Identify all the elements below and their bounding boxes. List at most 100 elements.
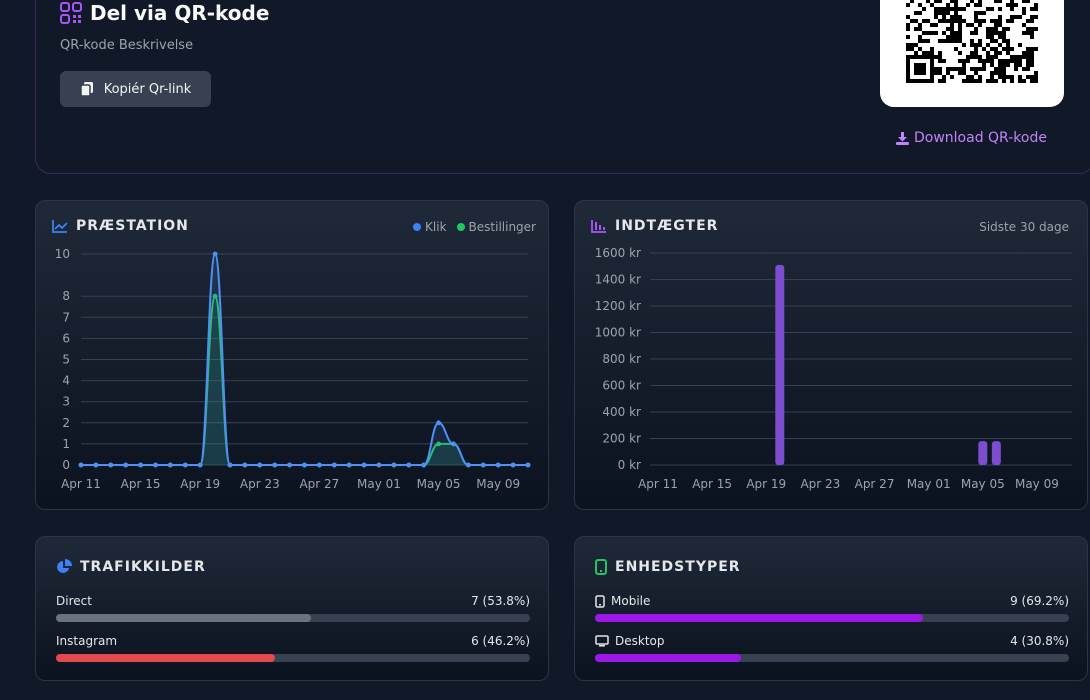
qr-module (1010, 15, 1014, 19)
traffic-sources-card: TRAFIKKILDER Direct 7 (53.8%) Instagram … (35, 536, 549, 681)
qr-module (1002, 75, 1006, 79)
qr-module (942, 31, 946, 35)
qr-module (982, 59, 986, 63)
data-point (346, 462, 352, 468)
qr-module (1010, 55, 1014, 59)
qr-module (962, 7, 966, 11)
qr-module (990, 79, 994, 83)
qr-module (978, 23, 982, 27)
device-header: ENHEDSTYPER (595, 559, 741, 575)
device-value: 4 (30.8%) (1010, 634, 1069, 648)
qr-module (990, 31, 994, 35)
y-tick-label: 10 (55, 247, 70, 261)
qr-module (994, 19, 998, 23)
qr-module (978, 67, 982, 71)
qr-share-card: Del via QR-kode QR-kode Beskrivelse Kopi… (35, 0, 1090, 174)
line-chart-icon (52, 220, 68, 233)
download-qr-link[interactable]: Download QR-kode (896, 130, 1047, 146)
qr-module (934, 67, 938, 71)
qr-module (914, 11, 918, 15)
qr-module (1018, 59, 1022, 63)
x-tick-label: May 09 (476, 477, 520, 491)
qr-module (906, 23, 910, 27)
qr-module (1002, 35, 1006, 39)
qr-module (998, 63, 1002, 67)
qr-module (1030, 27, 1034, 31)
y-tick-label: 1200 kr (595, 299, 641, 313)
traffic-value: 6 (46.2%) (471, 634, 530, 648)
qr-module (954, 3, 958, 7)
qr-module (938, 0, 942, 3)
revenue-period: Sidste 30 dage (979, 220, 1069, 234)
qr-module (910, 43, 914, 47)
data-point (123, 462, 129, 468)
qr-module (1022, 79, 1026, 83)
performance-title: PRÆSTATION (76, 218, 189, 234)
copy-qr-link-button[interactable]: Kopiér Qr-link (60, 71, 211, 107)
qr-module (1026, 19, 1030, 23)
qr-title: Del via QR-kode (90, 1, 270, 25)
traffic-bar-track (56, 654, 530, 662)
qr-module (934, 0, 938, 3)
data-point (376, 462, 382, 468)
qr-module (974, 19, 978, 23)
qr-module (994, 31, 998, 35)
data-point (182, 462, 188, 468)
qr-module (1026, 31, 1030, 35)
qr-module (990, 7, 994, 11)
qr-module (954, 35, 958, 39)
qr-module (906, 47, 910, 51)
qr-module (1014, 55, 1018, 59)
qr-module (974, 27, 978, 31)
qr-module (950, 39, 954, 43)
qr-module (1022, 0, 1026, 3)
qr-module (1014, 3, 1018, 7)
data-point (257, 462, 263, 468)
y-tick-label: 2 (62, 416, 70, 430)
copy-icon (79, 81, 93, 97)
qr-module (974, 51, 978, 55)
revenue-chart: 0 kr 200 kr 400 kr 600 kr 800 kr 1000 kr 1200 … (595, 246, 1072, 491)
performance-legend: Klik Bestillinger (413, 220, 536, 234)
device-label-wrap: Desktop (595, 634, 665, 648)
data-point (138, 462, 143, 468)
qr-module (958, 71, 962, 75)
legend-item-klik[interactable]: Klik (413, 220, 447, 234)
qr-module (946, 39, 950, 43)
qr-module (942, 75, 946, 79)
mobile-icon (595, 594, 605, 608)
qr-module (1026, 55, 1030, 59)
qr-module (1014, 59, 1018, 63)
qr-module (998, 67, 1002, 71)
qr-module (1006, 19, 1010, 23)
qr-module (938, 71, 942, 75)
download-qr-label: Download QR-kode (914, 130, 1047, 146)
data-point (93, 462, 99, 468)
qr-module (986, 27, 990, 31)
qr-module (946, 3, 950, 7)
qr-code-image (880, 0, 1064, 107)
qr-module (998, 7, 1002, 11)
qr-module (1030, 47, 1034, 51)
qr-module (970, 43, 974, 47)
qr-module (1018, 55, 1022, 59)
qr-module (1030, 31, 1034, 35)
qr-module (1026, 0, 1030, 3)
qr-module (974, 71, 978, 75)
qr-module (906, 3, 910, 7)
qr-module (918, 11, 922, 15)
qr-description: QR-kode Beskrivelse (60, 38, 194, 53)
y-tick-label: 5 (62, 353, 70, 367)
qr-module (994, 47, 998, 51)
qr-module (950, 19, 954, 23)
qr-module (1002, 67, 1006, 71)
qr-module (954, 47, 958, 51)
qr-module (986, 43, 990, 47)
qr-module (914, 27, 918, 31)
qr-module (1022, 67, 1026, 71)
qr-module (914, 51, 918, 55)
legend-item-bestillinger[interactable]: Bestillinger (456, 220, 536, 234)
qr-module (1022, 51, 1026, 55)
y-tick-label: 1 (62, 437, 70, 451)
data-point (436, 441, 441, 447)
